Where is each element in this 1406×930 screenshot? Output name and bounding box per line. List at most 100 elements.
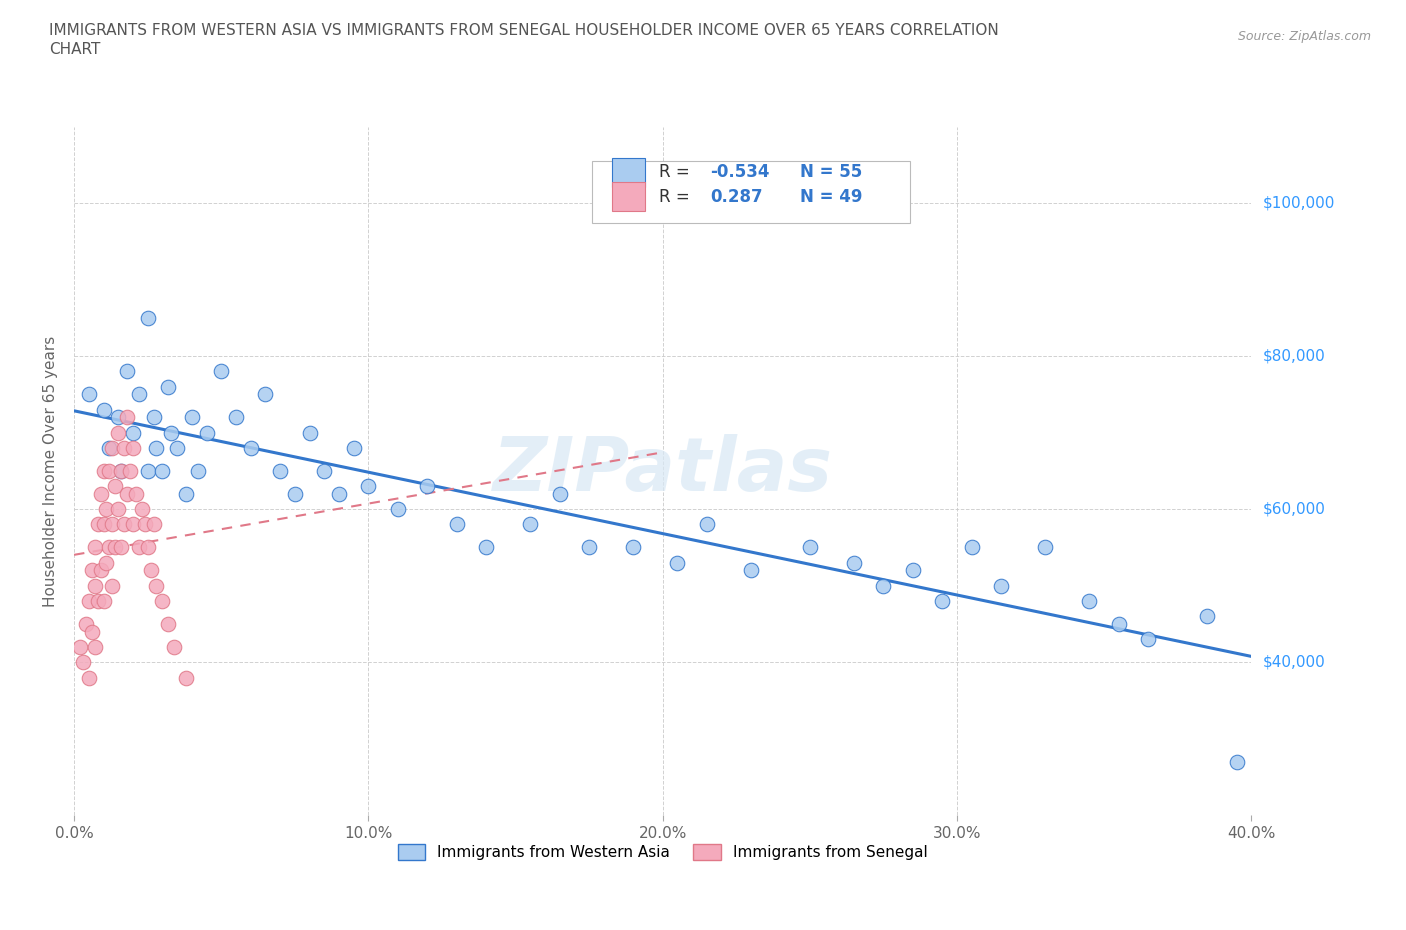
Point xyxy=(136,311,159,325)
Text: N = 55: N = 55 xyxy=(800,163,863,181)
Point xyxy=(872,578,894,593)
Point xyxy=(110,540,132,555)
FancyBboxPatch shape xyxy=(612,182,645,211)
Point xyxy=(621,540,644,555)
Point xyxy=(357,479,380,494)
Point xyxy=(696,517,718,532)
Point xyxy=(96,502,118,517)
Point xyxy=(519,517,541,532)
Point xyxy=(343,441,366,456)
Point xyxy=(122,425,145,440)
Point xyxy=(150,463,173,478)
Point xyxy=(122,517,145,532)
Point xyxy=(578,540,600,555)
Point xyxy=(174,671,197,685)
Text: $40,000: $40,000 xyxy=(1263,655,1324,670)
Point xyxy=(98,441,121,456)
Point xyxy=(145,441,167,456)
Text: IMMIGRANTS FROM WESTERN ASIA VS IMMIGRANTS FROM SENEGAL HOUSEHOLDER INCOME OVER : IMMIGRANTS FROM WESTERN ASIA VS IMMIGRAN… xyxy=(49,23,998,38)
Legend: Immigrants from Western Asia, Immigrants from Senegal: Immigrants from Western Asia, Immigrants… xyxy=(392,838,934,866)
Text: Source: ZipAtlas.com: Source: ZipAtlas.com xyxy=(1237,30,1371,43)
Point xyxy=(160,425,183,440)
Text: ZIPatlas: ZIPatlas xyxy=(492,434,832,508)
Point xyxy=(142,410,165,425)
Point xyxy=(666,555,689,570)
Point xyxy=(187,463,209,478)
FancyBboxPatch shape xyxy=(592,161,910,223)
Point xyxy=(77,387,100,402)
Point xyxy=(77,593,100,608)
Point xyxy=(1137,631,1160,646)
Text: N = 49: N = 49 xyxy=(800,188,863,206)
Point xyxy=(93,593,115,608)
Text: CHART: CHART xyxy=(49,42,101,57)
Point xyxy=(1108,617,1130,631)
FancyBboxPatch shape xyxy=(612,157,645,187)
Point xyxy=(157,379,180,394)
Point xyxy=(142,517,165,532)
Point xyxy=(1078,593,1101,608)
Point xyxy=(90,563,112,578)
Point xyxy=(195,425,218,440)
Point xyxy=(72,655,94,670)
Point xyxy=(101,441,124,456)
Point xyxy=(86,593,108,608)
Point xyxy=(86,517,108,532)
Point xyxy=(101,517,124,532)
Point xyxy=(139,563,162,578)
Point xyxy=(115,410,138,425)
Point xyxy=(128,540,150,555)
Point xyxy=(166,441,188,456)
Point xyxy=(901,563,924,578)
Point xyxy=(83,540,105,555)
Point xyxy=(150,593,173,608)
Point xyxy=(990,578,1012,593)
Point xyxy=(163,640,186,655)
Text: 0.287: 0.287 xyxy=(710,188,762,206)
Point xyxy=(960,540,983,555)
Point xyxy=(145,578,167,593)
Point xyxy=(90,486,112,501)
Point xyxy=(387,502,409,517)
Text: R =: R = xyxy=(659,188,700,206)
Point xyxy=(1197,609,1219,624)
Point xyxy=(110,463,132,478)
Point xyxy=(1225,754,1247,769)
Point xyxy=(69,640,91,655)
Point xyxy=(209,364,232,379)
Text: -0.534: -0.534 xyxy=(710,163,769,181)
Point xyxy=(107,502,129,517)
Point xyxy=(93,463,115,478)
Y-axis label: Householder Income Over 65 years: Householder Income Over 65 years xyxy=(44,336,58,606)
Point xyxy=(80,563,103,578)
Point xyxy=(107,410,129,425)
Point xyxy=(254,387,277,402)
Point xyxy=(180,410,202,425)
Point xyxy=(284,486,307,501)
Point xyxy=(80,624,103,639)
Point xyxy=(328,486,350,501)
Point xyxy=(112,517,135,532)
Point xyxy=(1033,540,1056,555)
Point xyxy=(96,555,118,570)
Point xyxy=(115,364,138,379)
Point xyxy=(740,563,762,578)
Point xyxy=(104,540,127,555)
Point xyxy=(77,671,100,685)
Point xyxy=(157,617,180,631)
Point xyxy=(93,403,115,418)
Text: R =: R = xyxy=(659,163,695,181)
Point xyxy=(134,517,156,532)
Point xyxy=(269,463,291,478)
Point xyxy=(475,540,498,555)
Point xyxy=(174,486,197,501)
Text: $60,000: $60,000 xyxy=(1263,501,1326,517)
Point xyxy=(125,486,148,501)
Point xyxy=(842,555,865,570)
Point xyxy=(98,463,121,478)
Point xyxy=(298,425,321,440)
Point xyxy=(131,502,153,517)
Point xyxy=(239,441,262,456)
Point xyxy=(104,479,127,494)
Point xyxy=(314,463,336,478)
